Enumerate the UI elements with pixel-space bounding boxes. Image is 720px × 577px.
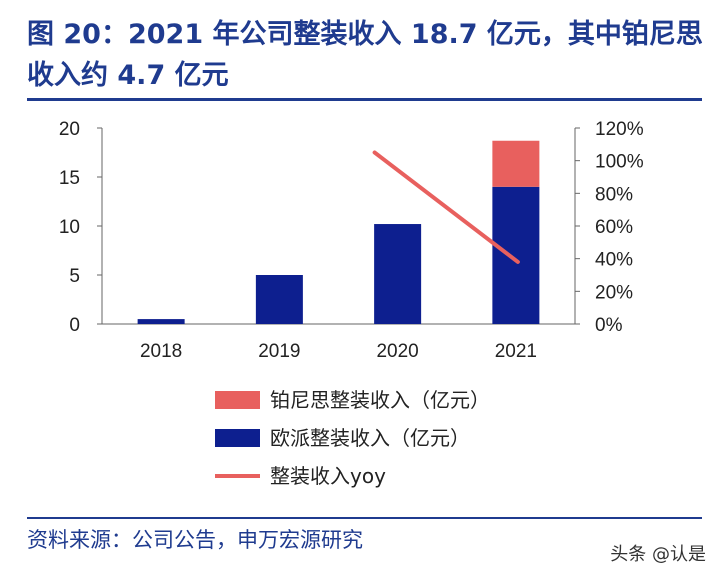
left-tick-label: 20 <box>59 119 80 140</box>
right-tick-label: 100% <box>595 152 644 173</box>
legend-label: 欧派整装收入（亿元） <box>270 426 470 450</box>
left-tick-label: 5 <box>69 266 80 287</box>
bar-oppein-2021 <box>492 186 540 324</box>
bar-oppein-2020 <box>374 224 422 324</box>
legend-swatch-oppein <box>215 429 260 447</box>
right-tick-label: 80% <box>595 184 633 205</box>
right-tick-label: 120% <box>595 119 644 140</box>
legend-swatch-bonisi <box>215 391 260 409</box>
x-tick-label: 2018 <box>140 341 182 362</box>
bar-oppein-2019 <box>255 275 303 324</box>
chart: 0 5 10 15 20 0% 20% 40% 60% 80% 100% 120% 2018 2019 20… <box>59 119 644 488</box>
x-tick-label: 2019 <box>258 341 300 362</box>
right-tick-label: 40% <box>595 250 633 271</box>
watermark: 头条 @认是 <box>610 544 706 565</box>
right-tick-label: 60% <box>595 217 633 238</box>
left-tick-label: 15 <box>59 168 80 189</box>
legend-label: 铂尼思整装收入（亿元） <box>270 388 490 412</box>
title-divider <box>27 98 702 101</box>
source-divider <box>27 517 702 519</box>
right-tick-label: 0% <box>595 315 623 336</box>
bar-bonisi-2021 <box>492 140 540 187</box>
x-tick-label: 2020 <box>376 341 418 362</box>
left-tick-label: 0 <box>69 315 80 336</box>
source-note: 资料来源：公司公告，申万宏源研究 <box>27 528 363 552</box>
left-tick-label: 10 <box>59 217 80 238</box>
right-tick-label: 20% <box>595 282 633 303</box>
bar-oppein-2018 <box>137 319 185 324</box>
legend-label: 整装收入yoy <box>270 464 386 488</box>
yoy-line <box>372 150 520 264</box>
chart-title: 图 20：2021 年公司整装收入 18.7 亿元，其中铂尼思收入约 4.7 亿… <box>27 19 703 91</box>
x-tick-label: 2021 <box>495 341 537 362</box>
